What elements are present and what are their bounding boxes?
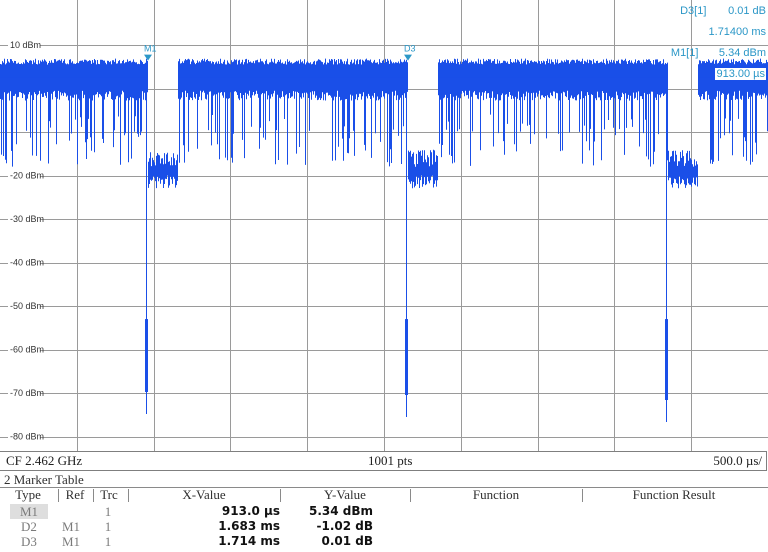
trace-band (178, 65, 408, 78)
d3-readout-time: 1.71400 ms (708, 26, 766, 38)
marker-x-value-cell: 1.714 ms (218, 534, 280, 548)
y-axis-label: -20 dBm (10, 171, 44, 181)
y-axis-label: 10 dBm (10, 40, 41, 50)
marker-ref-cell: M1 (61, 534, 81, 549)
marker-trc-cell: 1 (104, 504, 112, 519)
y-axis-label-bg (8, 343, 40, 356)
points-label: 1001 pts (368, 453, 413, 468)
col-header-function-result: Function Result (632, 487, 716, 502)
m1-readout-name: M1[1] (670, 47, 699, 59)
y-axis-label-bg (8, 213, 40, 225)
col-header-trc: Trc (100, 487, 118, 502)
marker-type-cell[interactable]: D3 (21, 534, 37, 549)
marker-x-value-cell: 1.683 ms (218, 519, 280, 533)
y-axis-label: -30 dBm (10, 214, 44, 224)
marker-flags: M1 D3 (144, 44, 416, 61)
marker-y-value-cell: 0.01 dB (321, 534, 373, 548)
marker-y-value-cell: 5.34 dBm (308, 504, 373, 518)
col-separator (93, 489, 94, 502)
marker-table-title: 2 Marker Table (4, 472, 84, 487)
marker-m1-flag-icon (144, 54, 152, 61)
y-axis-label-bg (8, 39, 40, 51)
marker-table-row[interactable]: D3 M1 1 1.714 ms 0.01 dB (0, 534, 768, 549)
marker-x-value-cell: 913.0 µs (221, 504, 280, 518)
marker-type-cell[interactable]: D2 (21, 519, 37, 534)
trace-plot-area[interactable]: 10 dBm -20 dBm -30 dBm -40 dBm -50 dBm -60 dB… (0, 0, 768, 451)
col-header-ref: Ref (65, 487, 85, 502)
y-axis-label: -50 dBm (10, 301, 44, 311)
marker-type-cell[interactable]: M1 (10, 504, 48, 519)
d3-readout-time-row: 1.71400 ms (709, 26, 766, 38)
y-axis-labels: 10 dBm -20 dBm -30 dBm -40 dBm -50 dBm -60 dB… (8, 39, 44, 443)
marker-d3-flag-label: D3 (404, 44, 416, 54)
y-axis-label: -80 dBm (10, 432, 44, 442)
trace-spike-burst (665, 319, 668, 400)
marker-d3-flag-icon (404, 54, 412, 61)
trace-diagram: 10 dBm -20 dBm -30 dBm -40 dBm -50 dBm -60 dB… (0, 0, 768, 451)
col-separator (410, 489, 411, 502)
marker-table-divider (0, 487, 768, 488)
marker-m1-flag-label: M1 (144, 44, 157, 54)
y-axis-label-bg (8, 430, 40, 443)
m1-readout-value-row: M1[1] 5.34 dBm (671, 47, 766, 59)
trace-band (438, 65, 668, 78)
col-separator (280, 489, 281, 502)
center-frequency-label: CF 2.462 GHz (6, 453, 83, 468)
col-header-type: Type (15, 487, 41, 502)
d3-readout-value: 0.01 dB (728, 5, 766, 17)
trace-band (0, 65, 148, 78)
marker-y-value-cell: -1.02 dB (316, 519, 373, 533)
y-axis-label: -40 dBm (10, 258, 44, 268)
col-header-function: Function (472, 487, 520, 502)
col-separator (58, 489, 59, 502)
marker-table: 2 Marker Table Type Ref Trc X-Value Y-Va… (0, 471, 768, 552)
marker-ref-cell: M1 (61, 519, 81, 534)
col-header-x-value: X-Value (182, 487, 226, 502)
m1-readout-value: 5.34 dBm (718, 47, 766, 59)
y-axis-label-bg (8, 300, 40, 312)
y-axis-label-bg (8, 169, 40, 182)
marker-ref-cell (60, 504, 82, 519)
d3-readout-value-row: D3[1] 0.01 dB (680, 5, 766, 17)
marker-trc-cell: 1 (104, 534, 112, 549)
col-separator (582, 489, 583, 502)
trace-spike-burst (405, 319, 408, 395)
y-axis-label: -60 dBm (10, 345, 44, 355)
d3-readout-name: D3[1] (680, 5, 707, 17)
status-bar: CF 2.462 GHz 1001 pts 500.0 µs/ (0, 451, 767, 471)
trace-spike-burst (145, 319, 148, 392)
m1-readout-time: 913.00 µs (715, 68, 766, 80)
col-separator (128, 489, 129, 502)
time-per-division-label: 500.0 µs/ (713, 453, 762, 468)
y-axis-label: -70 dBm (10, 388, 44, 398)
marker-trc-cell: 1 (104, 519, 112, 534)
m1-readout-time-row: 913.00 µs (715, 68, 766, 80)
y-axis-label-bg (8, 387, 40, 399)
trace-1 (0, 58, 768, 422)
y-axis-label-bg (8, 256, 40, 269)
marker-table-row[interactable]: D2 M1 1 1.683 ms -1.02 dB (0, 519, 768, 534)
marker-table-row[interactable]: M1 1 913.0 µs 5.34 dBm (0, 504, 768, 519)
col-header-y-value: Y-Value (324, 487, 366, 502)
